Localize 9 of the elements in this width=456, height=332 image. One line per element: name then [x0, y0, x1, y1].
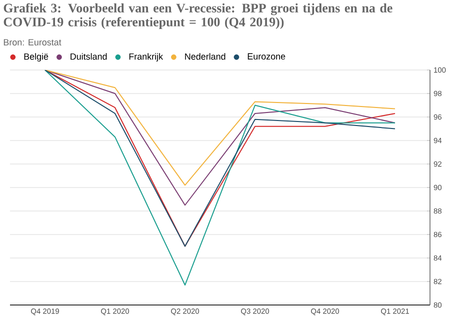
legend-label: België	[24, 53, 48, 62]
chart-title: Grafiek 3: Voorbeeld van een V-recessie: BPP groei tijdens en na de COVID-19 crisis (referentiepunt = 100 (Q4 2019))	[4, 3, 392, 30]
legend-label: Frankrijk	[129, 53, 164, 62]
legend-label: Nederland	[185, 53, 226, 60]
legend-label: Eurozone	[248, 53, 286, 60]
line-series	[44, 70, 396, 247]
line-series	[44, 70, 396, 286]
legend-label: Duitsland	[70, 53, 107, 60]
chart-subtitle: Bron: Eurostat	[4, 39, 62, 46]
